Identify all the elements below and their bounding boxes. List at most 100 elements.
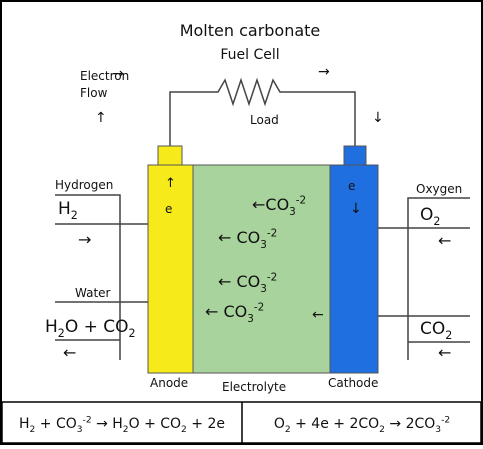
label: ← CO3-2 xyxy=(218,272,277,295)
label: ←CO3-2 xyxy=(252,195,306,218)
label: Cathode xyxy=(328,376,378,390)
text-part: Electron xyxy=(80,69,129,83)
label: H2O + CO2 xyxy=(45,317,136,340)
text-part: 2 xyxy=(58,327,65,340)
text-part: O xyxy=(420,205,433,225)
text-part: 2 xyxy=(379,425,385,435)
text-part: 2 xyxy=(123,425,129,435)
label: ← xyxy=(63,343,76,362)
text-part: Flow xyxy=(80,86,108,100)
label: e xyxy=(348,179,355,193)
label: ↑ xyxy=(95,110,107,126)
text-part: 3 xyxy=(260,283,267,295)
text-part: e xyxy=(165,202,172,216)
equation: O2 + 4e + 2CO2 → 2CO3-2 xyxy=(274,415,450,435)
cathode xyxy=(329,164,379,374)
electrolyte xyxy=(192,164,331,374)
label: → xyxy=(78,230,91,249)
wiring xyxy=(55,77,470,360)
text-part: + CO xyxy=(35,416,76,432)
label: Water xyxy=(75,286,111,300)
anode xyxy=(147,164,194,374)
text-part: ← xyxy=(438,231,451,250)
text-part: Hydrogen xyxy=(55,178,113,192)
text-part: Anode xyxy=(150,376,188,390)
text-part: e xyxy=(348,179,355,193)
text-part: 3 xyxy=(77,425,83,435)
label: Load xyxy=(250,113,279,127)
text-part: H xyxy=(19,416,30,432)
text-part: 3 xyxy=(289,206,296,218)
text-part: Oxygen xyxy=(416,182,462,196)
text-part: O xyxy=(274,416,285,432)
text-part: Load xyxy=(250,113,279,127)
text-part: ↑ xyxy=(95,110,107,126)
text-part: -2 xyxy=(441,415,450,425)
anode-tab xyxy=(157,145,183,166)
label: Electrolyte xyxy=(222,380,286,394)
text-part: ← xyxy=(312,307,324,323)
text-part: O + CO xyxy=(65,317,129,337)
text-part: ← xyxy=(438,343,451,362)
text-part: 3 xyxy=(260,239,267,251)
label: Oxygen xyxy=(416,182,462,196)
label: ← xyxy=(438,343,451,362)
label: Flow xyxy=(80,86,108,100)
text-part: O + CO xyxy=(129,416,181,432)
text-part: ↓ xyxy=(350,201,362,217)
label: ↑ xyxy=(165,176,176,191)
cathode-tab xyxy=(343,145,367,166)
label: → xyxy=(318,64,330,80)
label: Anode xyxy=(150,376,188,390)
text-part: → xyxy=(112,66,124,82)
text-part: ← CO xyxy=(205,302,247,321)
equation: H2 + CO3-2 → H2O + CO2 + 2e xyxy=(19,415,225,435)
text-part: CO xyxy=(420,319,445,339)
text-part: ← xyxy=(63,343,76,362)
text-part: 2 xyxy=(181,425,187,435)
label: ↓ xyxy=(350,201,362,217)
text-part: ← CO xyxy=(218,272,260,291)
text-part: → H xyxy=(92,416,123,432)
label: ← xyxy=(438,231,451,250)
text-part: H xyxy=(58,199,71,219)
text-part: 2 xyxy=(285,425,291,435)
text-part: Water xyxy=(75,286,111,300)
text-part: -2 xyxy=(296,195,306,207)
label: ↓ xyxy=(372,110,384,126)
label: CO2 xyxy=(420,319,452,342)
text-part: -2 xyxy=(267,228,277,240)
text-part: -2 xyxy=(83,415,92,425)
label: ← CO3-2 xyxy=(218,228,277,251)
text-part: 3 xyxy=(247,313,254,325)
subtitle: Fuel Cell xyxy=(220,47,279,63)
text-part: ↓ xyxy=(372,110,384,126)
text-part: 2 xyxy=(433,215,440,228)
label: H2 xyxy=(58,199,78,222)
text-part: 2 xyxy=(129,327,136,340)
label: O2 xyxy=(420,205,440,228)
text-part: + 2e xyxy=(187,416,225,432)
label: Hydrogen xyxy=(55,178,113,192)
text-part: H xyxy=(45,317,58,337)
text-part: 2 xyxy=(445,329,452,342)
label: ← CO3-2 xyxy=(205,302,264,325)
text-part: ←CO xyxy=(252,195,289,214)
text-part: -2 xyxy=(267,272,277,284)
text-part: 2 xyxy=(71,209,78,222)
label: → xyxy=(112,66,124,82)
text-part: 2 xyxy=(30,425,36,435)
label: e xyxy=(165,202,172,216)
text-part: -2 xyxy=(254,302,264,314)
text-part: 3 xyxy=(435,425,441,435)
label: ← xyxy=(312,307,324,323)
label: Electron xyxy=(80,69,129,83)
title: Molten carbonate xyxy=(180,21,321,40)
text-part: ← CO xyxy=(218,228,260,247)
text-part: Electrolyte xyxy=(222,380,286,394)
text-part: → 2CO xyxy=(385,416,435,432)
text-part: → xyxy=(318,64,330,80)
text-part: Cathode xyxy=(328,376,378,390)
text-part: ↑ xyxy=(165,176,176,191)
